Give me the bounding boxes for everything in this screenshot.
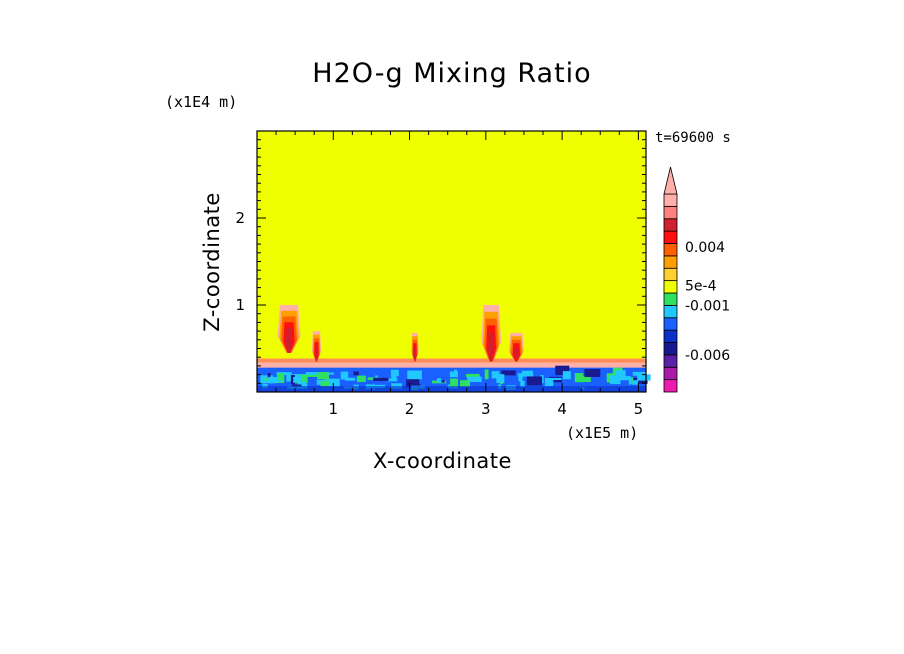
colorbar-swatch: [663, 366, 678, 381]
colorbar-label: 0.004: [685, 240, 725, 256]
boundary-layer-cell: [520, 380, 525, 388]
colorbar-swatch: [663, 317, 678, 331]
boundary-layer-cell: [437, 378, 442, 383]
boundary-layer-cell: [290, 374, 295, 385]
boundary-layer-cell: [584, 368, 601, 377]
time-label: t=69600 s: [655, 130, 731, 146]
boundary-layer-cell: [406, 379, 420, 388]
plume-3-layer-4: [488, 332, 494, 362]
colorbar-swatch: [663, 218, 678, 232]
x-tick-label: 5: [634, 400, 644, 418]
boundary-layer-cell: [465, 373, 480, 378]
boundary-layer-cell: [407, 370, 422, 380]
boundary-layer-cell: [562, 371, 571, 380]
plume-2-layer-4: [413, 346, 416, 362]
boundary-layer-cell: [517, 373, 534, 377]
boundary-layer-cell: [610, 375, 621, 385]
colorbar-swatch: [663, 292, 678, 306]
boundary-layer-cell: [578, 375, 591, 383]
colorbar-swatch: [663, 255, 678, 269]
colorbar-label: -0.006: [685, 348, 730, 364]
boundary-layer-cell: [484, 369, 489, 380]
x-tick-label: 2: [405, 400, 415, 418]
boundary-layer-cell: [264, 378, 271, 381]
boundary-layer-cell: [449, 371, 459, 378]
colorbar-label: -0.001: [685, 298, 730, 314]
boundary-layer-cell: [491, 371, 500, 379]
boundary-layer-cell: [460, 380, 470, 387]
boundary-layer-cell: [356, 375, 366, 382]
boundary-layer-cell: [518, 375, 523, 382]
boundary-layer-floor: [257, 386, 646, 392]
boundary-layer-cell: [555, 365, 570, 376]
z-axis-unit: (x1E4 m): [165, 93, 238, 111]
colorbar-swatch: [663, 267, 678, 282]
boundary-layer-cell: [328, 372, 335, 375]
colorbar-swatch: [663, 304, 678, 319]
boundary-layer-cell: [450, 378, 458, 387]
colorbar-swatch: [663, 342, 678, 356]
chart-title: H2O-g Mixing Ratio: [312, 58, 592, 89]
boundary-layer-top: [257, 362, 646, 369]
boundary-layer-cell: [629, 377, 632, 385]
field-background: [257, 131, 646, 392]
colorbar-swatch: [663, 230, 678, 244]
y-tick-label: 2: [235, 209, 245, 227]
boundary-layer-cell: [320, 381, 330, 387]
plume-1-layer-4: [315, 345, 318, 362]
boundary-layer-cell: [618, 376, 631, 381]
boundary-layer-cell: [547, 377, 562, 381]
boundary-layer-edge: [257, 358, 646, 363]
boundary-layer-cell: [387, 378, 398, 382]
boundary-layer-cell: [632, 380, 639, 385]
boundary-layer-cell: [293, 376, 296, 383]
boundary-layer-cell: [441, 380, 445, 383]
x-tick-label: 4: [557, 400, 567, 418]
x-axis-label: X-coordinate: [373, 449, 512, 473]
boundary-layer-cell: [614, 370, 626, 378]
colorbar-label: 5e-4: [685, 279, 717, 295]
colorbar-swatch: [663, 379, 678, 393]
colorbar-swatch: [663, 243, 678, 257]
boundary-layer-cell: [633, 377, 648, 384]
boundary-layer-cell: [632, 371, 646, 376]
plume-4-layer-4: [514, 346, 519, 362]
colorbar-swatch: [663, 329, 678, 343]
boundary-layer-cell: [391, 372, 397, 379]
boundary-layer-cell: [544, 378, 554, 387]
boundary-layer-cell: [637, 374, 651, 381]
colorbar-swatch: [663, 354, 678, 368]
boundary-layer-cell: [501, 370, 516, 376]
boundary-layer-cell: [292, 384, 302, 387]
boundary-layer-cell: [317, 372, 329, 380]
x-axis-unit: (x1E5 m): [566, 424, 639, 442]
plume-0-layer-4: [285, 327, 293, 353]
boundary-layer-cell: [268, 376, 278, 384]
x-tick-label: 1: [329, 400, 339, 418]
colorbar-extend-arrow: [663, 166, 678, 195]
y-tick-label: 1: [235, 296, 245, 314]
boundary-layer-cell: [305, 372, 319, 377]
boundary-layer-cell: [345, 377, 356, 381]
colorbar-swatch: [663, 193, 678, 207]
boundary-layer-cell: [467, 376, 482, 382]
boundary-layer-cell: [373, 377, 389, 381]
boundary-layer-cell: [521, 370, 533, 376]
boundary-layer-cell: [340, 371, 349, 380]
boundary-layer-cell: [267, 372, 271, 379]
boundary-layer-cell: [574, 373, 584, 383]
x-tick-label: 3: [481, 400, 491, 418]
boundary-layer-cell: [277, 373, 285, 383]
boundary-layer-cell: [496, 374, 505, 384]
boundary-layer-cell: [353, 371, 359, 376]
colorbar-swatch: [663, 280, 678, 294]
boundary-layer-cell: [526, 376, 543, 386]
colorbar-swatch: [663, 205, 678, 220]
boundary-layer-cell: [328, 378, 340, 387]
boundary-layer-cell: [306, 374, 319, 377]
